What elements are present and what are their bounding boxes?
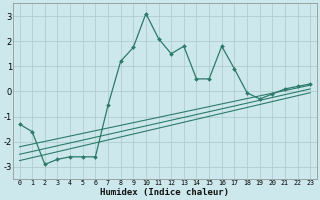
X-axis label: Humidex (Indice chaleur): Humidex (Indice chaleur) (100, 188, 229, 197)
